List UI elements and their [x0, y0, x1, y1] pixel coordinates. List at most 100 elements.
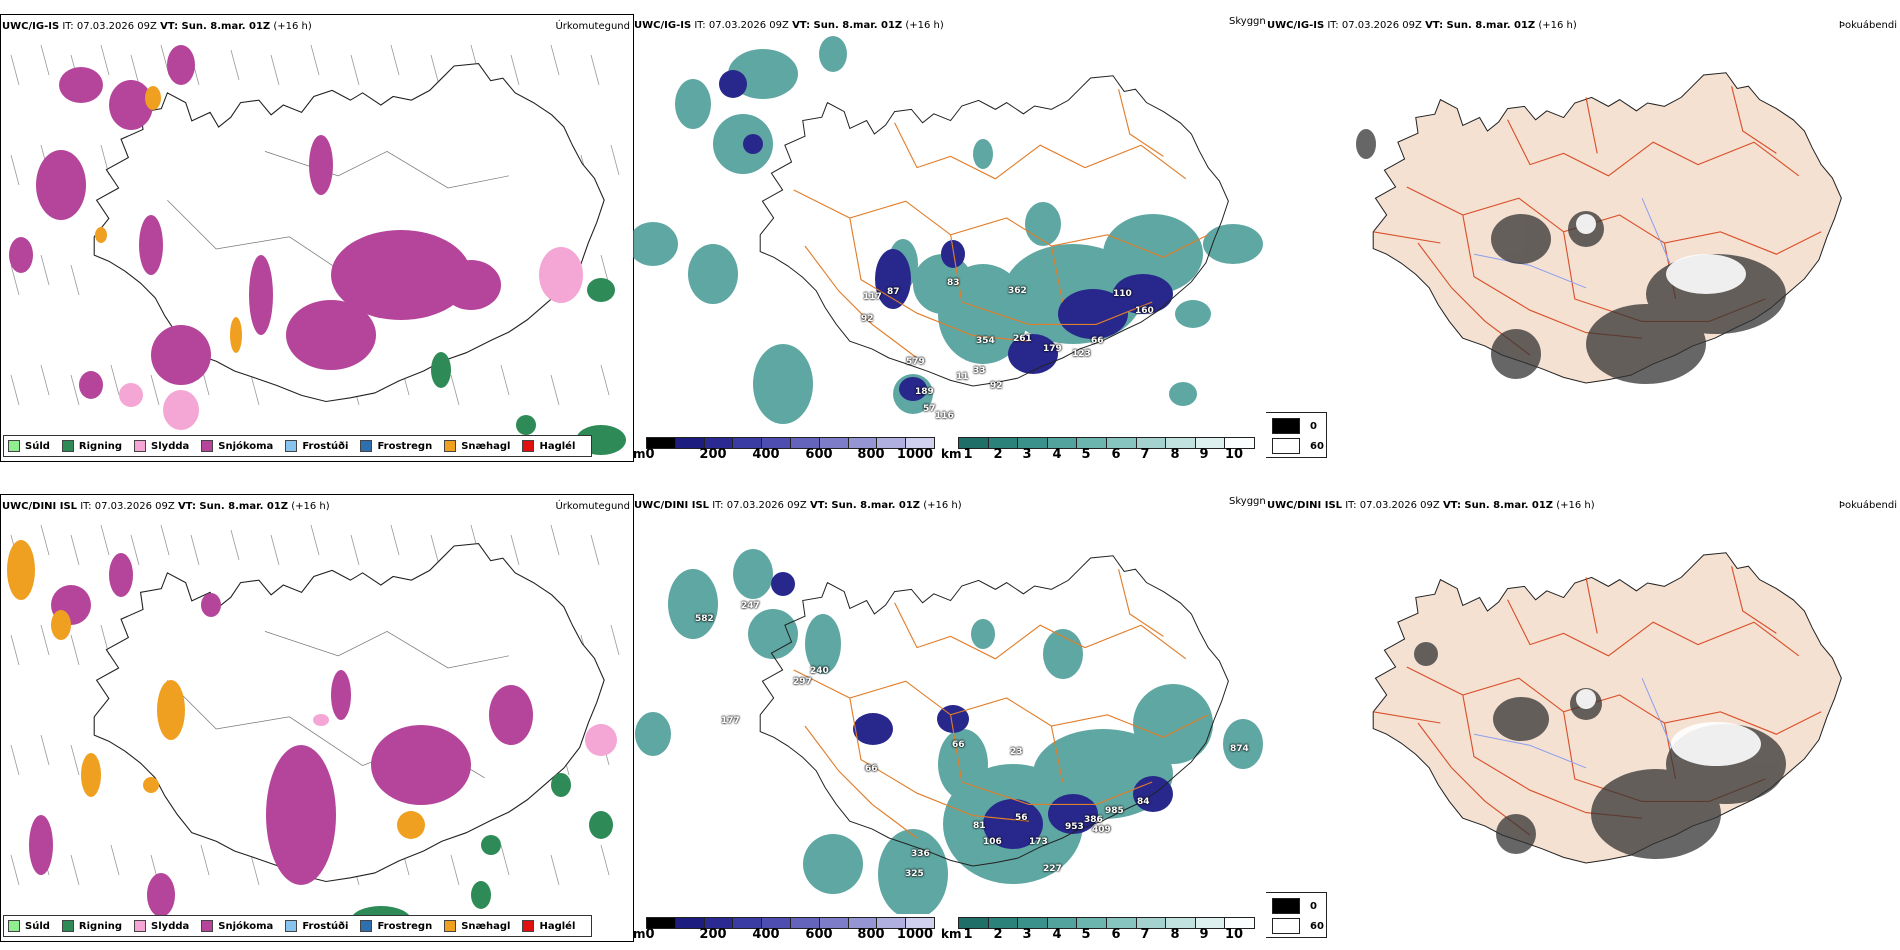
- cloud-visibility-panel-ig: UWC/IG-IS IT: 07.03.2026 09Z VT: Sun. 8.…: [633, 14, 1265, 460]
- panel-header: UWC/DINI ISL IT: 07.03.2026 09Z VT: Sun.…: [634, 500, 962, 511]
- legend-item: Slydda: [134, 920, 189, 932]
- legend-label: Frostregn: [377, 440, 433, 452]
- cloud-base-value: 579: [906, 357, 925, 367]
- legend-swatch: [201, 440, 214, 452]
- legend-item: Rigning: [61, 920, 123, 932]
- cloud-base-colorbar: m 0 200 400 600 800 1000: [633, 917, 935, 940]
- cloud-base-value: 106: [983, 837, 1002, 847]
- cloud-base-value: 66: [952, 740, 965, 750]
- legend-swatch: [61, 440, 74, 452]
- legend-swatch: [360, 920, 373, 932]
- precip-legend: Súld Rigning Slydda Snjókoma Frostúði Frostre…: [3, 915, 593, 937]
- precip-type-panel-ig: UWC/IG-IS IT: 07.03.2026 09Z VT: Sun. 8.…: [0, 14, 634, 462]
- legend-item: Frostúði: [285, 440, 348, 452]
- legend-item: Frostregn: [360, 920, 432, 932]
- legend-swatch: [444, 920, 457, 932]
- legend-label: Haglél: [539, 440, 576, 452]
- legend-label: Súld: [25, 920, 50, 932]
- cloud-base-value: 117: [863, 292, 882, 302]
- legend-swatch: [522, 440, 535, 452]
- legend-label: Snæhagl: [461, 440, 511, 452]
- panel-title: Úrkomutegund: [555, 21, 630, 32]
- cloud-base-value: 297: [793, 677, 812, 687]
- legend-label: Rigning: [78, 440, 123, 452]
- legend-item: Slydda: [134, 440, 189, 452]
- cloud-base-value: 57: [923, 404, 936, 414]
- cloud-base-value: 66: [1091, 336, 1104, 346]
- cloud-base-value: 92: [861, 314, 874, 324]
- legend-item: Snjókoma: [201, 920, 273, 932]
- panel-header: UWC/IG-IS IT: 07.03.2026 09Z VT: Sun. 8.…: [1267, 20, 1577, 31]
- cloud-base-colorbar: m 0 200 400 600 800 1000: [633, 437, 935, 460]
- cloud-base-value: 354: [976, 336, 995, 346]
- legend-label: Slydda: [151, 440, 190, 452]
- legend-item: Súld: [8, 440, 50, 452]
- legend-swatch: [285, 920, 298, 932]
- panel-title: Skyggni: [1229, 16, 1265, 27]
- cloud-base-value: 160: [1135, 306, 1154, 316]
- cloud-visibility-map: [633, 36, 1263, 424]
- cloud-base-value: 23: [1010, 747, 1023, 757]
- legend-label: Súld: [25, 440, 50, 452]
- legend-swatch: [444, 440, 457, 452]
- cloud-base-value: 83: [947, 278, 960, 288]
- cloud-base-value: 240: [810, 666, 829, 676]
- legend-item: Snæhagl: [444, 920, 510, 932]
- cloud-base-value: 123: [1072, 349, 1091, 359]
- legend-item: Frostúði: [285, 920, 348, 932]
- legend-item: Snjókoma: [201, 440, 273, 452]
- fog-legend: 0 60: [1266, 412, 1327, 458]
- legend-swatch: [522, 920, 535, 932]
- legend-swatch: [61, 920, 74, 932]
- fog-indicator-panel-dini: UWC/DINI ISL IT: 07.03.2026 09Z VT: Sun.…: [1266, 494, 1900, 940]
- legend-label: Frostúði: [302, 920, 349, 932]
- cloud-base-value: 582: [695, 614, 714, 624]
- legend-item: Snæhagl: [444, 440, 510, 452]
- legend-swatch: [8, 920, 20, 932]
- visibility-colorbar: km 1 2 3 4 5 6 7 8 9 10: [941, 917, 1261, 940]
- precip-legend: Súld Rigning Slydda Snjókoma Frostúði Frostre…: [3, 435, 593, 457]
- cloud-base-value: 227: [1043, 864, 1062, 874]
- panel-header: UWC/IG-IS IT: 07.03.2026 09Z VT: Sun. 8.…: [634, 20, 944, 31]
- fog-indicator-panel-ig: UWC/IG-IS IT: 07.03.2026 09Z VT: Sun. 8.…: [1266, 14, 1900, 460]
- cloud-base-value: 177: [721, 716, 740, 726]
- panel-title: Þokuábendi: [1838, 20, 1897, 31]
- legend-swatch: [8, 440, 20, 452]
- precip-type-map: [7, 524, 620, 934]
- cloud-base-value: 189: [915, 387, 934, 397]
- cloud-base-value: 116: [935, 411, 954, 421]
- cloud-base-value: 81: [973, 821, 986, 831]
- cloud-base-value: 87: [887, 287, 900, 297]
- legend-swatch: [201, 920, 214, 932]
- cloud-base-value: 33: [973, 366, 986, 376]
- cloud-base-value: 953: [1065, 822, 1084, 832]
- cloud-visibility-panel-dini: UWC/DINI ISL IT: 07.03.2026 09Z VT: Sun.…: [633, 494, 1265, 940]
- legend-label: Snæhagl: [461, 920, 511, 932]
- fog-indicator-map: [1356, 72, 1842, 384]
- panel-header: UWC/IG-IS IT: 07.03.2026 09Z VT: Sun. 8.…: [2, 21, 312, 32]
- cloud-base-value: 110: [1113, 289, 1132, 299]
- cloud-base-value: 56: [1015, 813, 1028, 823]
- panel-title: Úrkomutegund: [555, 501, 630, 512]
- cloud-base-value: 409: [1092, 825, 1111, 835]
- cloud-visibility-map: [635, 549, 1263, 914]
- legend-label: Frostúði: [302, 440, 349, 452]
- fog-legend: 0 60: [1266, 892, 1327, 938]
- cloud-base-value: 362: [1008, 286, 1027, 296]
- legend-label: Rigning: [78, 920, 123, 932]
- legend-label: Slydda: [151, 920, 190, 932]
- legend-item: Súld: [8, 920, 50, 932]
- cloud-base-value: 179: [1043, 344, 1062, 354]
- cloud-base-value: 84: [1137, 797, 1150, 807]
- legend-label: Haglél: [539, 920, 576, 932]
- precip-type-map: [9, 44, 626, 455]
- precip-type-panel-dini: UWC/DINI ISL IT: 07.03.2026 09Z VT: Sun.…: [0, 494, 634, 942]
- panel-header: UWC/DINI ISL IT: 07.03.2026 09Z VT: Sun.…: [1267, 500, 1595, 511]
- cloud-base-value: 66: [865, 764, 878, 774]
- cloud-base-value: 336: [911, 849, 930, 859]
- panel-header: UWC/DINI ISL IT: 07.03.2026 09Z VT: Sun.…: [2, 501, 330, 512]
- legend-label: Frostregn: [377, 920, 433, 932]
- legend-label: Snjókoma: [218, 440, 274, 452]
- legend-item: Rigning: [61, 440, 123, 452]
- cloud-base-value: 386: [1084, 815, 1103, 825]
